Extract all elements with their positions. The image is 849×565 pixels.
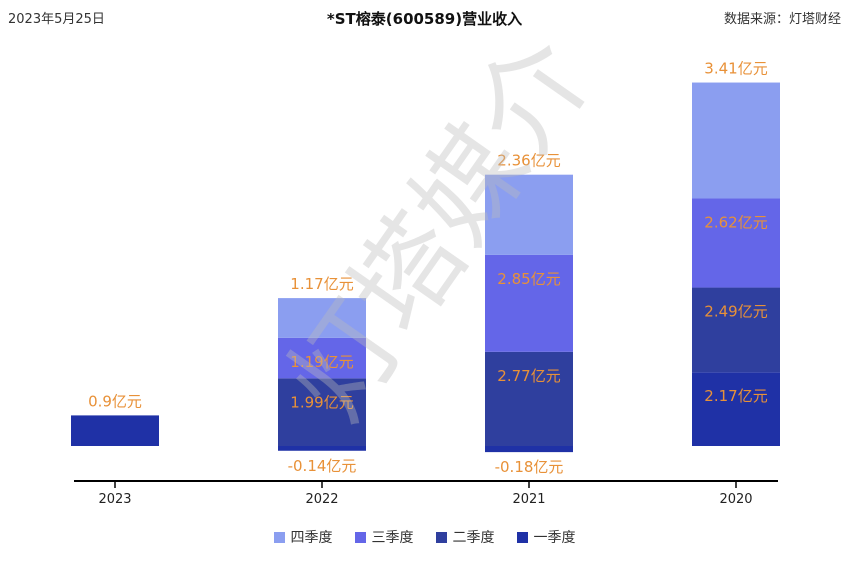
legend-label: 二季度 [452, 530, 495, 546]
bar-segment-2022-q2 [278, 378, 366, 446]
bar-segment-2022-q3 [278, 337, 366, 379]
x-tick-label-2021: 2021 [512, 492, 545, 507]
legend-label: 四季度 [290, 530, 333, 546]
data-label-2020-q2: 2.49亿元 [704, 303, 767, 321]
data-label-2021-q4: 2.36亿元 [497, 152, 560, 170]
data-label-2022-q1: -0.14亿元 [288, 457, 357, 475]
bar-segment-2021-q2 [485, 351, 573, 446]
legend-swatch [435, 531, 447, 543]
data-label-2023-q1: 0.9亿元 [88, 392, 142, 410]
bar-segment-2022-q4 [278, 298, 366, 338]
legend-swatch [516, 531, 528, 543]
legend-swatch [273, 531, 285, 543]
data-label-2022-q4: 1.17亿元 [290, 275, 353, 293]
data-label-2020-q3: 2.62亿元 [704, 213, 767, 231]
data-label-2020-q1: 2.17亿元 [704, 387, 767, 405]
data-label-2021-q3: 2.85亿元 [497, 270, 560, 288]
legend-label: 一季度 [533, 530, 576, 546]
legend-item-q2[interactable]: 二季度 [435, 527, 495, 547]
bar-segment-2021-q1 [485, 446, 573, 453]
data-label-2020-q4: 3.41亿元 [704, 60, 767, 78]
legend-item-q3[interactable]: 三季度 [354, 527, 414, 547]
labels-layer: 0.9亿元 -0.14亿元 1.99亿元 1.19亿元 1.17亿元 -0.18亿元 2.7… [88, 60, 768, 477]
bar-segment-2020-q4 [692, 82, 780, 199]
x-tick-label-2022: 2022 [305, 492, 338, 507]
data-label-2022-q3: 1.19亿元 [290, 353, 353, 371]
chart-title: *ST榕泰(600589)营业收入 [326, 10, 523, 28]
data-source: 数据来源：灯塔财经 [723, 12, 841, 27]
legend-item-q4[interactable]: 四季度 [273, 527, 333, 547]
bar-segment-2020-q2 [692, 287, 780, 373]
legend-item-q1[interactable]: 一季度 [516, 527, 576, 547]
bar-segment-2022-q1 [278, 446, 366, 451]
bar-segment-2020-q1 [692, 372, 780, 446]
data-label-2021-q1: -0.18亿元 [495, 458, 564, 476]
data-label-2021-q2: 2.77亿元 [497, 367, 560, 385]
bar-segment-2021-q3 [485, 254, 573, 352]
bar-segment-2020-q3 [692, 198, 780, 288]
chart-date: 2023年5月25日 [8, 12, 105, 27]
legend-swatch [354, 531, 366, 543]
bars-layer [71, 82, 780, 453]
legend-label: 三季度 [371, 530, 414, 546]
x-tick-label-2020: 2020 [719, 492, 752, 507]
x-tick-label-2023: 2023 [98, 492, 131, 507]
legend: 四季度 三季度 二季度 一季度 [0, 527, 849, 547]
x-axis-ticks: 2023 2022 2021 2020 [98, 481, 753, 507]
bar-segment-2023-q1 [71, 415, 159, 446]
bar-segment-2021-q4 [485, 174, 573, 255]
data-label-2022-q2: 1.99亿元 [290, 393, 353, 411]
